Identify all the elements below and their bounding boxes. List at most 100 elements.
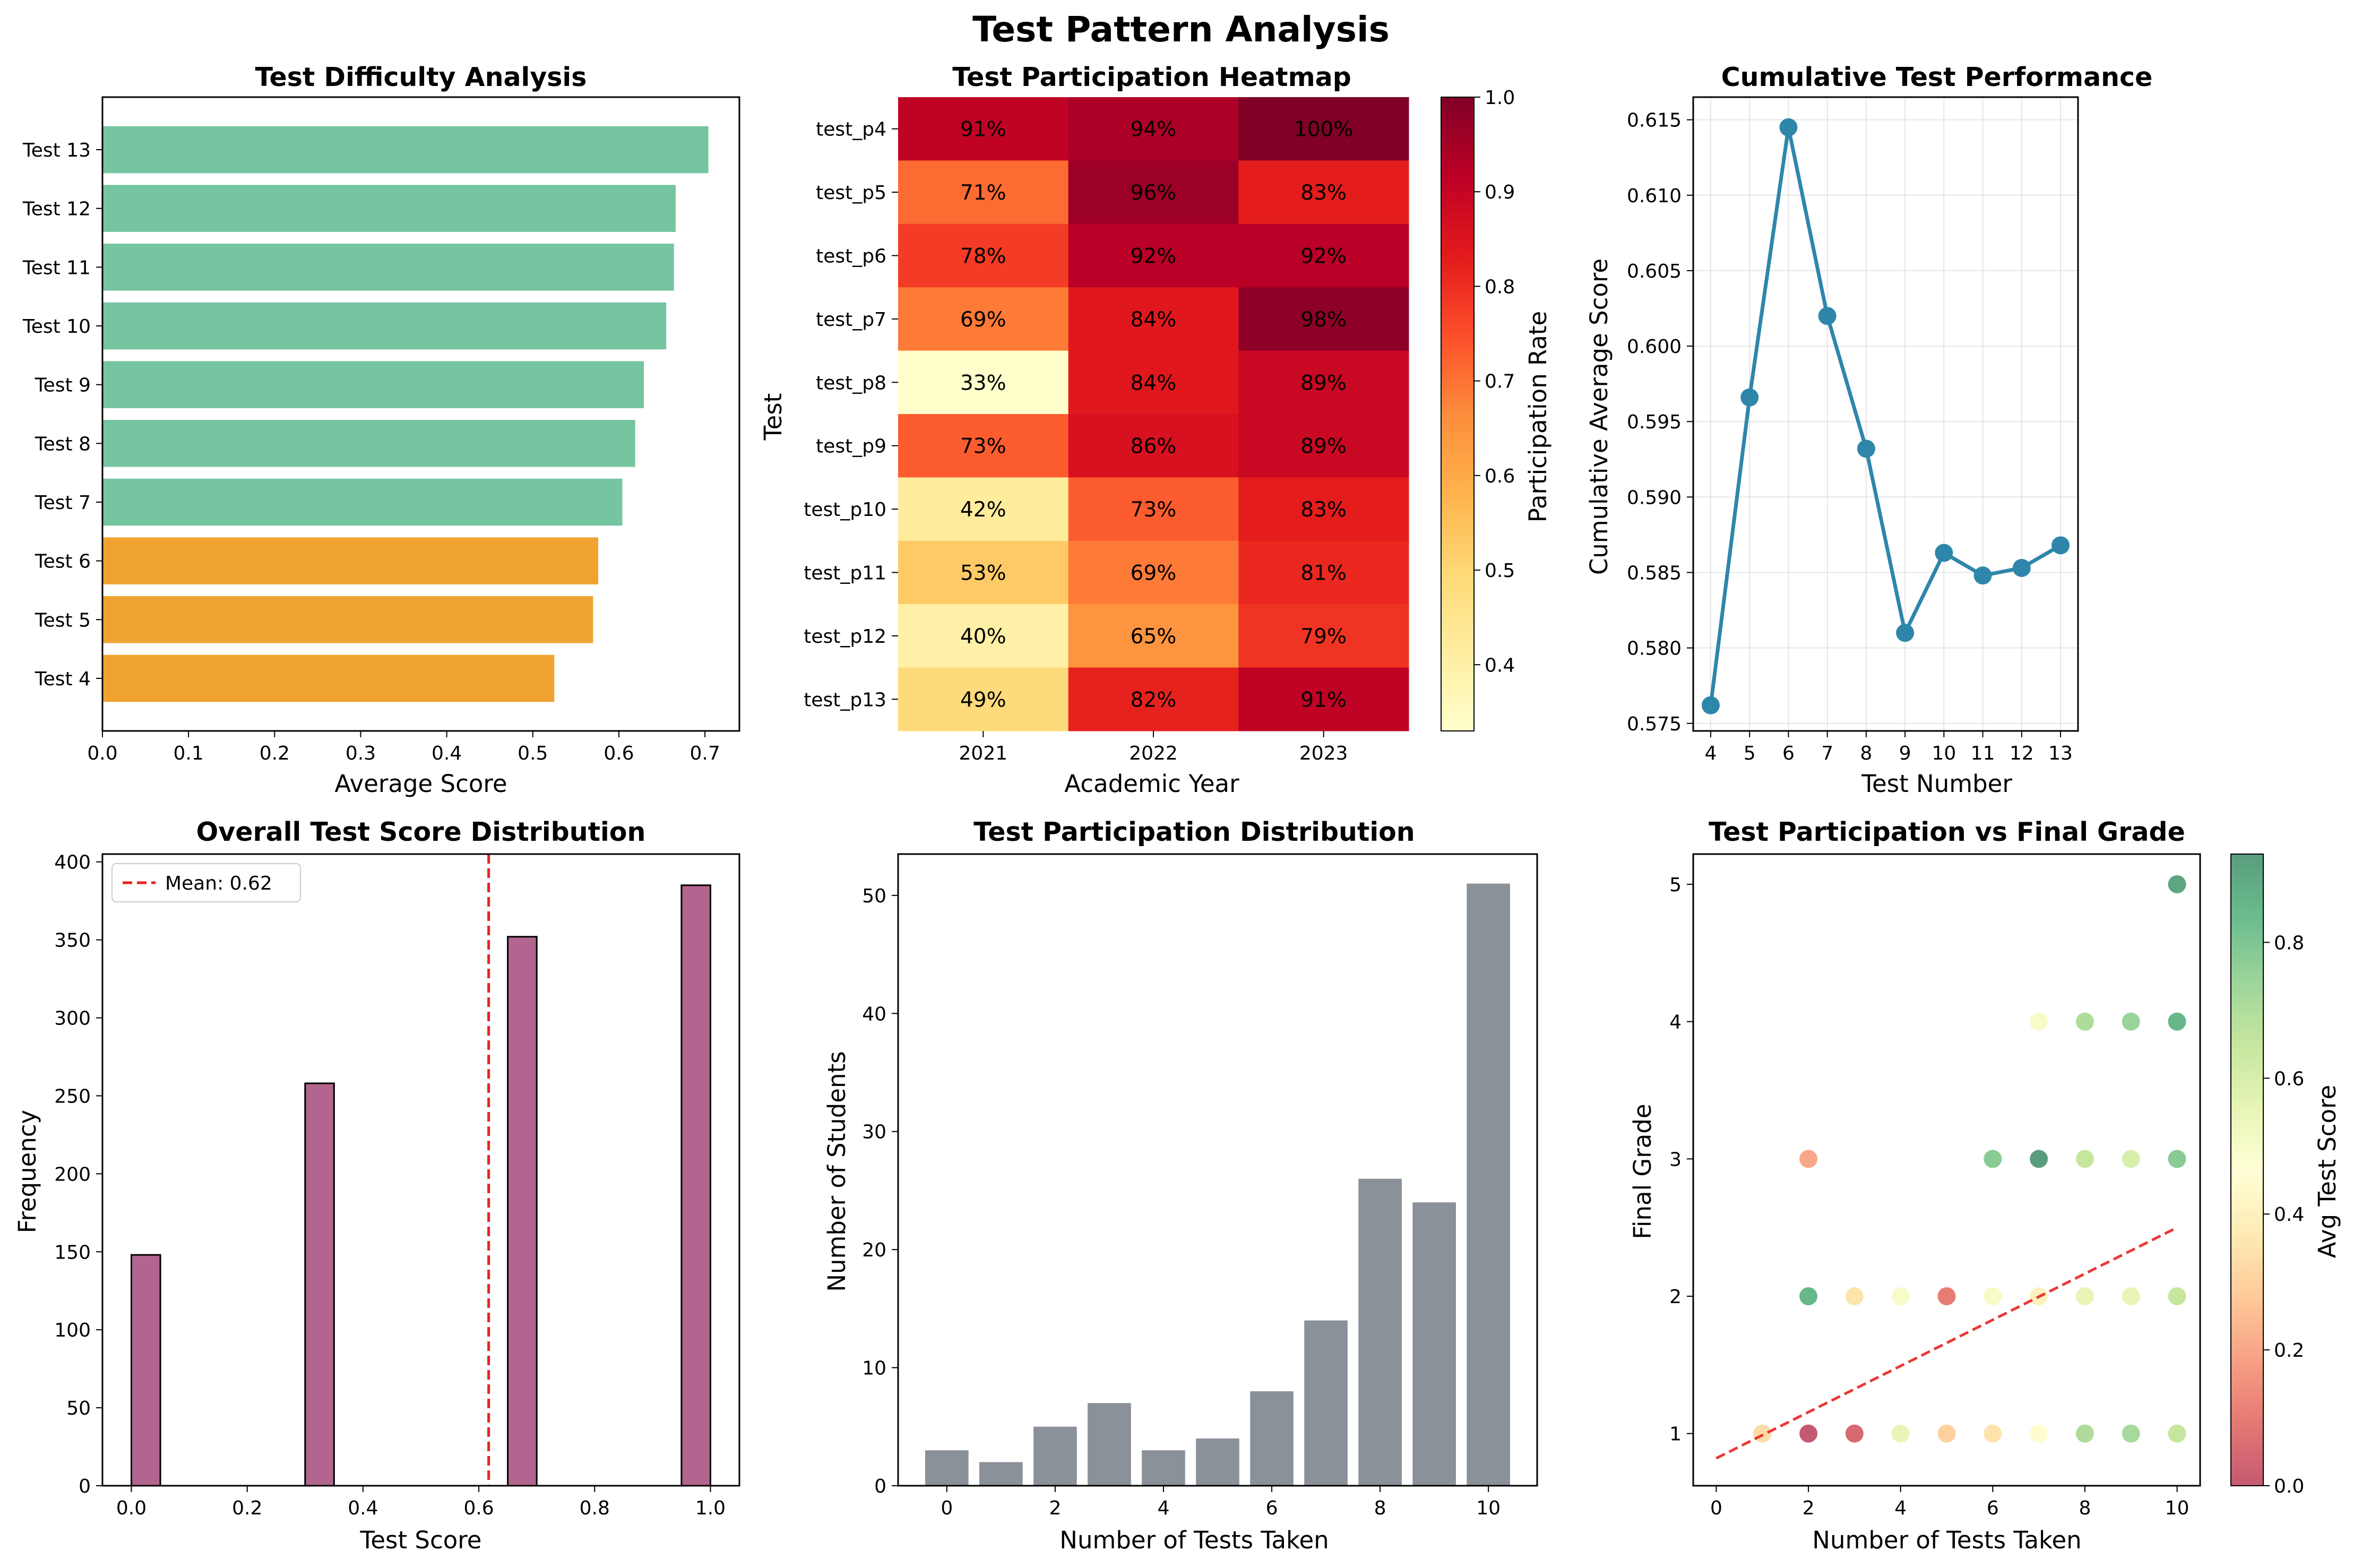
colorbar: [1441, 97, 1475, 731]
heat-cell-test_p9-2022: [1068, 414, 1239, 478]
ytick-label: 5: [1669, 874, 1682, 896]
scatter-point-29: [2168, 875, 2186, 893]
heat-cell-label: 49%: [960, 688, 1006, 712]
heat-cell-test_p5-2021: [898, 160, 1069, 225]
heat-cell-label: 69%: [960, 308, 1006, 332]
histogram-bar-1: [304, 1082, 335, 1487]
scatter-point-11: [1845, 1287, 1864, 1305]
ytick-label: Test 10: [22, 316, 91, 338]
p6-title: Test Participation vs Final Grade: [1709, 817, 2185, 847]
participation-vs-grade-chart: Test Participation vs Final Grade Number…: [1628, 817, 2341, 1554]
p3-title: Cumulative Test Performance: [1721, 62, 2153, 92]
scatter-point-16: [2075, 1287, 2094, 1305]
legend-box: [111, 863, 301, 902]
ytick-label: test_p7: [816, 309, 886, 331]
ytick-label: 20: [862, 1239, 886, 1261]
p6-colorbar-label: Avg Test Score: [2313, 1085, 2341, 1259]
xtick-label: 0.2: [232, 1497, 262, 1519]
bar-test-10: [102, 302, 667, 350]
heat-cell-label: 89%: [1300, 435, 1347, 459]
scatter-point-18: [2168, 1287, 2186, 1305]
ytick-label: test_p13: [804, 689, 886, 711]
heat-cell-label: 86%: [1131, 435, 1177, 459]
bar-test-12: [102, 185, 676, 232]
bar-test-8: [102, 420, 635, 467]
heat-cell-test_p6-2021: [898, 223, 1069, 288]
scatter-point-26: [2075, 1012, 2094, 1031]
axes-frame: [1692, 853, 2201, 1487]
scatter-point-24: [2168, 1150, 2186, 1168]
ytick-label: Test 5: [35, 609, 91, 631]
ytick-label: 0.580: [1627, 638, 1682, 660]
ytick-label: 0.600: [1627, 336, 1682, 358]
legend-label: Mean: 0.62: [165, 873, 272, 894]
ytick-label: 3: [1669, 1149, 1682, 1170]
scatter-point-10: [1799, 1287, 1818, 1305]
heat-cell-label: 91%: [1300, 688, 1347, 712]
participation-heatmap: Test Participation Heatmap Academic Year…: [759, 62, 1552, 798]
xtick-label: 0.2: [260, 743, 290, 764]
p1-title: Test Difficulty Analysis: [255, 62, 587, 92]
xtick-label: 10: [2165, 1497, 2189, 1519]
xtick-label: 4: [1158, 1497, 1170, 1519]
xtick-label: 0.8: [580, 1497, 610, 1519]
heat-cell-label: 78%: [960, 245, 1006, 269]
scatter-point-22: [2075, 1150, 2094, 1168]
heat-cell-test_p4-2023: [1238, 97, 1409, 161]
heat-cell-test_p9-2021: [898, 414, 1069, 478]
heat-cell-label: 33%: [960, 371, 1006, 395]
bar-tests-5: [1196, 1438, 1239, 1486]
bar-tests-3: [1088, 1403, 1131, 1486]
heat-cell-label: 79%: [1300, 625, 1347, 649]
xtick-label: 8: [1374, 1497, 1386, 1519]
axes-frame: [1692, 96, 2079, 732]
point-test-13: [2051, 536, 2070, 555]
scatter-point-4: [1937, 1424, 1956, 1443]
scatter-point-5: [1984, 1424, 2002, 1443]
point-test-9: [1896, 624, 1915, 642]
heat-cell-test_p6-2022: [1068, 223, 1239, 288]
colorbar-tick-label: 1.0: [1485, 87, 1515, 109]
xtick-label: 9: [1899, 743, 1911, 764]
p5-title: Test Participation Distribution: [973, 817, 1415, 847]
histogram-bar-3: [680, 884, 711, 1487]
p4-xlabel: Test Score: [360, 1526, 482, 1554]
xtick-label: 8: [1860, 743, 1872, 764]
bar-tests-9: [1412, 1202, 1456, 1486]
heat-cell-test_p7-2022: [1068, 287, 1239, 351]
xtick-label: 0.7: [690, 743, 720, 764]
p1-xlabel: Average Score: [334, 770, 507, 798]
heat-cell-test_p12-2023: [1238, 604, 1409, 668]
xtick-label: 0: [941, 1497, 953, 1519]
ytick-label: 0: [79, 1476, 91, 1497]
point-test-5: [1740, 388, 1759, 407]
ytick-label: 0.615: [1627, 110, 1682, 132]
bar-tests-6: [1250, 1391, 1294, 1486]
bar-tests-2: [1033, 1426, 1077, 1486]
heat-cell-label: 69%: [1131, 562, 1177, 585]
ytick-label: test_p9: [816, 436, 886, 458]
xtick-label: 1.0: [695, 1497, 726, 1519]
ytick-label: 200: [54, 1164, 91, 1185]
xtick-label: 0.0: [116, 1497, 146, 1519]
ytick-label: Test 13: [22, 140, 91, 161]
xtick-label: 13: [2048, 743, 2073, 764]
ytick-label: 4: [1669, 1012, 1682, 1033]
heat-cell-label: 98%: [1300, 308, 1347, 332]
heat-cell-test_p11-2023: [1238, 540, 1409, 605]
ytick-label: 0.575: [1627, 713, 1682, 735]
axes-frame: [897, 853, 1538, 1487]
scatter-point-8: [2122, 1424, 2140, 1443]
colorbar-tick-label: 0.8: [2274, 932, 2304, 954]
p2-title: Test Participation Heatmap: [952, 62, 1351, 92]
heat-cell-test_p8-2023: [1238, 350, 1409, 415]
ytick-label: Test 8: [35, 433, 91, 455]
xtick-label: 2: [1803, 1497, 1815, 1519]
heat-cell-test_p10-2022: [1068, 477, 1239, 541]
scatter-point-3: [1891, 1424, 1910, 1443]
ytick-label: test_p6: [816, 246, 886, 268]
colorbar-tick-label: 0.4: [1485, 654, 1515, 676]
ytick-label: test_p10: [804, 499, 886, 521]
ytick-label: 300: [54, 1008, 91, 1030]
bar-tests-8: [1358, 1178, 1402, 1486]
